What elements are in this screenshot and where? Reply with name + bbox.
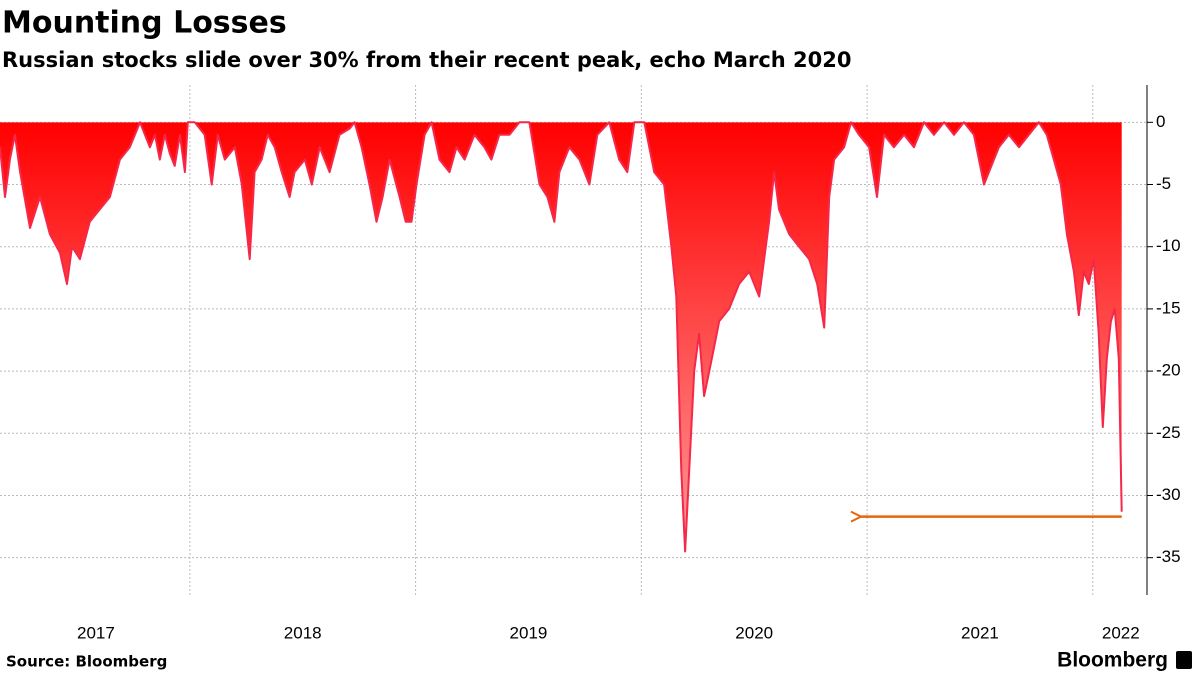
area	[0, 122, 1122, 552]
y-tick-label: -5	[1156, 174, 1171, 193]
y-tick-label: -35	[1156, 547, 1181, 566]
y-tick-label: -10	[1156, 236, 1181, 255]
x-tick-label: 2022	[1102, 623, 1140, 642]
x-tick-label: 2019	[510, 623, 548, 642]
y-tick-label: -25	[1156, 423, 1181, 442]
chart-subtitle: Russian stocks slide over 30% from their…	[2, 48, 852, 72]
x-tick-label: 2021	[961, 623, 999, 642]
source: Source: Bloomberg	[6, 653, 167, 671]
x-tick-label: 2018	[284, 623, 322, 642]
y-tick-label: -15	[1156, 298, 1181, 317]
y-tick-label: -20	[1156, 361, 1181, 380]
x-tick-label: 2017	[77, 623, 115, 642]
y-tick-label: 0	[1156, 112, 1165, 131]
line	[0, 121, 1123, 553]
logo: Bloomberg	[1057, 649, 1168, 672]
y-tick-label: -30	[1156, 485, 1181, 504]
logo-icon	[1176, 651, 1192, 669]
x-tick-label: 2020	[735, 623, 773, 642]
chart-title: Mounting Losses	[2, 6, 287, 41]
